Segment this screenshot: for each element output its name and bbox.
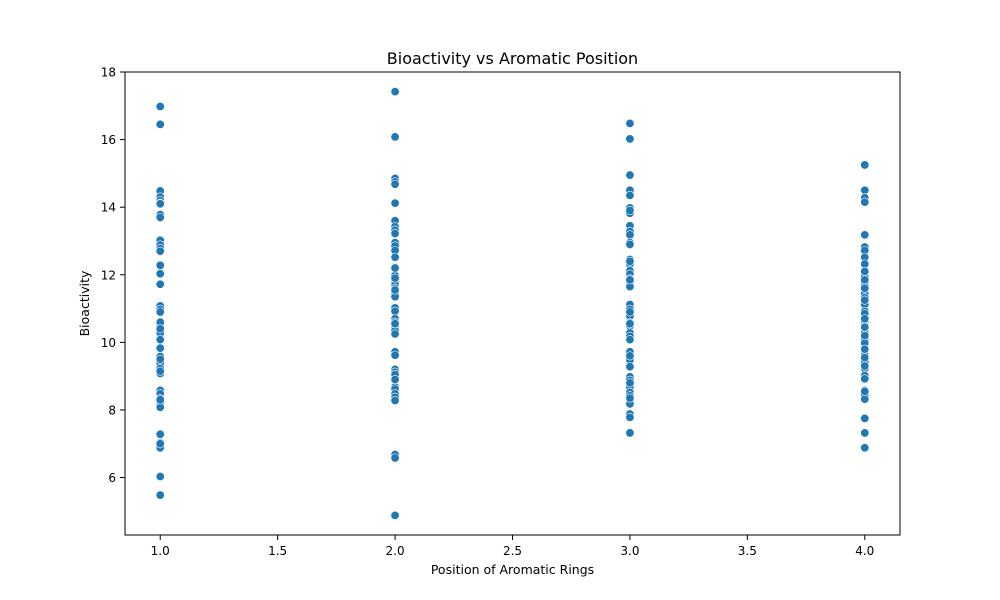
plot-frame bbox=[124, 71, 901, 536]
data-point bbox=[860, 266, 870, 276]
data-point bbox=[625, 428, 635, 438]
data-point bbox=[390, 329, 400, 339]
x-tick-label: 1.0 bbox=[151, 544, 170, 558]
data-point bbox=[625, 351, 635, 361]
data-point bbox=[155, 307, 165, 317]
x-tick-label: 3.0 bbox=[620, 544, 639, 558]
x-tick-label: 2.0 bbox=[386, 544, 405, 558]
data-point bbox=[860, 331, 870, 341]
data-point bbox=[860, 386, 870, 396]
data-point bbox=[155, 429, 165, 439]
x-tick-label: 4.0 bbox=[855, 544, 874, 558]
data-point bbox=[155, 490, 165, 500]
data-point bbox=[625, 239, 635, 249]
data-point bbox=[860, 295, 870, 305]
data-point bbox=[860, 443, 870, 453]
data-point bbox=[155, 199, 165, 209]
data-point bbox=[390, 285, 400, 295]
data-point bbox=[390, 87, 400, 97]
x-tick-label: 2.5 bbox=[503, 544, 522, 558]
data-point bbox=[625, 256, 635, 266]
data-point bbox=[155, 439, 165, 449]
data-point bbox=[155, 101, 165, 111]
y-tick-label: 6 bbox=[108, 471, 116, 485]
y-tick-label: 10 bbox=[101, 336, 116, 350]
data-point bbox=[155, 212, 165, 222]
data-point bbox=[155, 279, 165, 289]
data-point bbox=[625, 307, 635, 317]
data-point bbox=[155, 343, 165, 353]
data-point bbox=[860, 322, 870, 332]
data-point bbox=[390, 263, 400, 273]
data-point bbox=[625, 134, 635, 144]
data-point bbox=[625, 393, 635, 403]
data-point bbox=[860, 374, 870, 384]
chart-title: Bioactivity vs Aromatic Position bbox=[387, 49, 638, 68]
data-point bbox=[390, 179, 400, 189]
data-point bbox=[390, 252, 400, 262]
data-point bbox=[625, 319, 635, 329]
data-point bbox=[860, 160, 870, 170]
data-point bbox=[860, 361, 870, 371]
data-point bbox=[625, 378, 635, 388]
data-point bbox=[390, 510, 400, 520]
data-point bbox=[860, 413, 870, 423]
x-tick-label: 3.5 bbox=[738, 544, 757, 558]
data-point bbox=[625, 206, 635, 216]
data-point bbox=[860, 197, 870, 207]
data-point bbox=[625, 362, 635, 372]
data-point bbox=[860, 314, 870, 324]
x-axis-label: Position of Aromatic Rings bbox=[431, 562, 594, 577]
data-point bbox=[860, 283, 870, 293]
data-point bbox=[625, 170, 635, 180]
data-point bbox=[155, 260, 165, 270]
data-point bbox=[390, 273, 400, 283]
data-point bbox=[390, 350, 400, 360]
y-tick-label: 8 bbox=[108, 403, 116, 417]
data-point bbox=[860, 394, 870, 404]
data-point bbox=[155, 366, 165, 376]
data-point bbox=[860, 344, 870, 354]
data-point bbox=[155, 354, 165, 364]
data-point bbox=[155, 472, 165, 482]
data-point bbox=[155, 246, 165, 256]
data-point bbox=[155, 335, 165, 345]
data-point bbox=[625, 275, 635, 285]
data-point bbox=[155, 119, 165, 129]
data-point bbox=[860, 230, 870, 240]
data-point bbox=[860, 353, 870, 363]
x-tick-label: 1.5 bbox=[268, 544, 287, 558]
y-axis-ticks: 6 8 10 12 14 16 18 bbox=[101, 66, 125, 485]
data-point bbox=[625, 118, 635, 128]
data-point bbox=[625, 412, 635, 422]
y-tick-label: 12 bbox=[101, 268, 116, 282]
data-point bbox=[155, 269, 165, 279]
data-point bbox=[155, 395, 165, 405]
data-point bbox=[860, 275, 870, 285]
data-point bbox=[390, 229, 400, 239]
data-point bbox=[625, 190, 635, 200]
data-point bbox=[625, 335, 635, 345]
data-point bbox=[390, 375, 400, 385]
data-point bbox=[390, 132, 400, 142]
data-point bbox=[390, 453, 400, 463]
y-axis-label: Bioactivity bbox=[77, 270, 92, 336]
y-tick-label: 16 bbox=[101, 133, 116, 147]
data-point bbox=[390, 198, 400, 208]
data-point bbox=[155, 324, 165, 334]
data-point bbox=[625, 230, 635, 240]
y-tick-label: 14 bbox=[101, 201, 116, 215]
y-tick-label: 18 bbox=[101, 66, 116, 80]
x-axis-ticks: 1.0 1.5 2.0 2.5 3.0 3.5 4.0 bbox=[151, 535, 874, 558]
data-point bbox=[390, 319, 400, 329]
data-point bbox=[390, 395, 400, 405]
data-point bbox=[860, 428, 870, 438]
data-points bbox=[155, 87, 870, 520]
